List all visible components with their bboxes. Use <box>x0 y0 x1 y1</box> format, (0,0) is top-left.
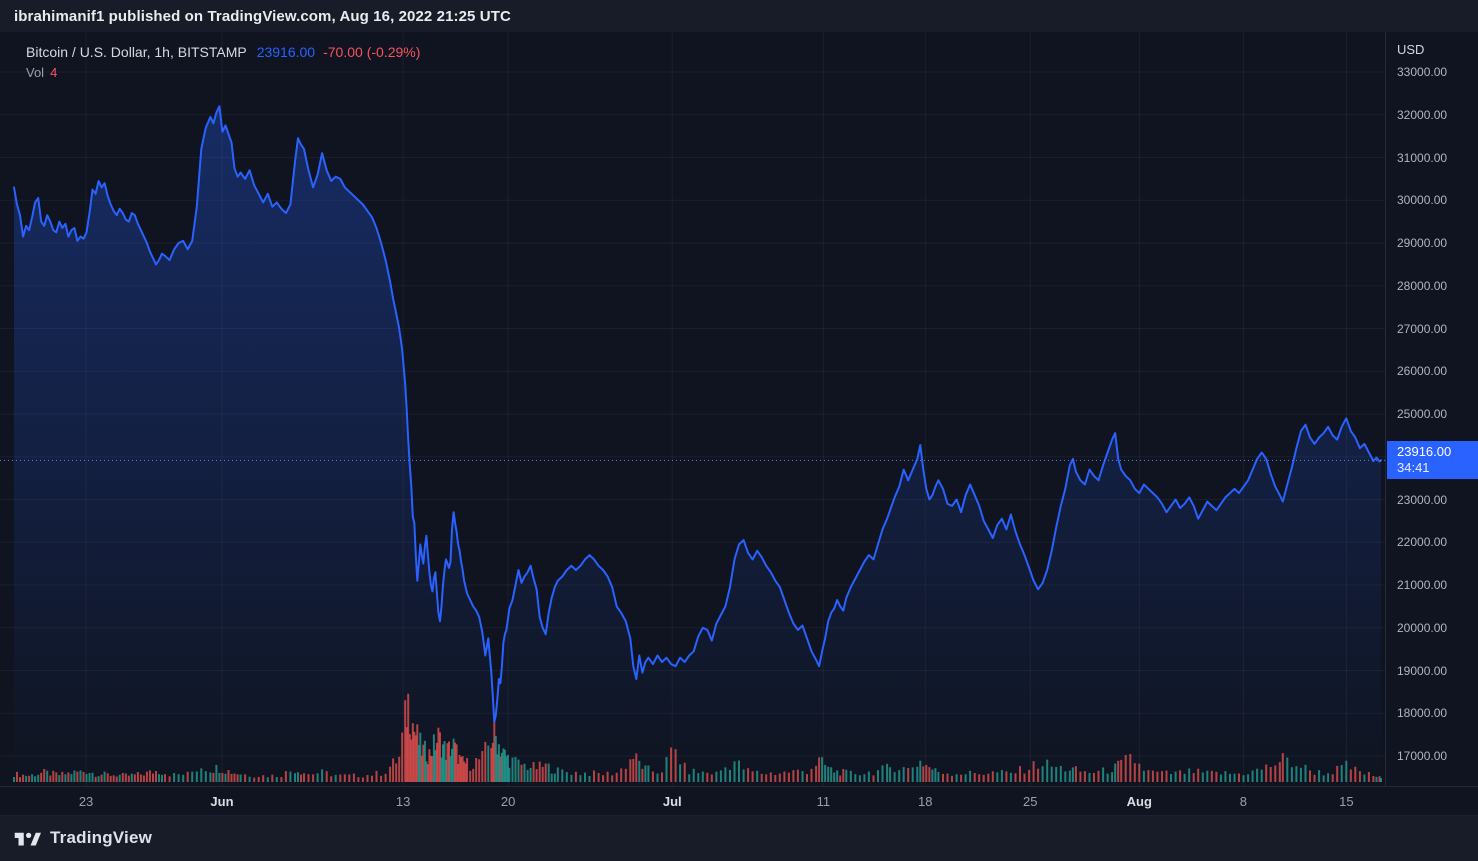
badge-countdown: 34:41 <box>1397 460 1430 476</box>
price-tick-label: 22000.00 <box>1397 535 1448 550</box>
price-tick-label: 23000.00 <box>1397 492 1448 507</box>
attribution-bar: ibrahimanif1 published on TradingView.co… <box>0 0 1478 32</box>
price-chart-svg[interactable] <box>0 32 1385 786</box>
price-tick-label: 18000.00 <box>1397 706 1448 721</box>
price-tick-label: 26000.00 <box>1397 364 1448 379</box>
attribution-text: ibrahimanif1 published on TradingView.co… <box>14 7 511 25</box>
time-tick-label: 8 <box>1239 794 1248 809</box>
time-tick-label: Aug <box>1126 794 1152 809</box>
time-tick-label: Jun <box>210 794 234 809</box>
time-axis[interactable]: 23 Jun 13 20 Jul 11 18 25 Aug 8 15 <box>0 786 1478 816</box>
price-tick-label: 28000.00 <box>1397 278 1448 293</box>
price-tick-label: 33000.00 <box>1397 65 1448 79</box>
time-tick-label: 23 <box>78 794 94 809</box>
price-tick-label: 27000.00 <box>1397 321 1448 336</box>
volume-bars <box>13 693 1382 782</box>
current-price-badge: 23916.00 34:41 <box>1387 441 1478 480</box>
price-tick-label: 31000.00 <box>1397 150 1448 165</box>
price-tick-label: 29000.00 <box>1397 236 1448 250</box>
time-tick-label: 11 <box>816 794 831 809</box>
badge-price: 23916.00 <box>1397 444 1452 460</box>
price-area-fill <box>14 106 1381 786</box>
price-axis[interactable]: USD 23916.00 34:41 33000.00 32000.00 31000… <box>1385 32 1478 786</box>
axis-currency-label: USD <box>1397 42 1425 57</box>
price-tick-label: 19000.00 <box>1397 663 1448 678</box>
time-tick-label: 20 <box>500 794 516 809</box>
tradingview-logo-icon[interactable] <box>14 828 41 848</box>
footer-bar: TradingView <box>0 816 1478 859</box>
time-tick-label: 13 <box>395 794 411 809</box>
chart-area: Bitcoin / U.S. Dollar, 1h, BITSTAMP 23916… <box>0 32 1478 786</box>
time-tick-label: 25 <box>1023 794 1038 809</box>
time-tick-label: 18 <box>918 794 933 809</box>
price-tick-label: 21000.00 <box>1397 578 1448 592</box>
tradingview-brand[interactable]: TradingView <box>50 827 153 847</box>
price-tick-label: 20000.00 <box>1397 620 1448 635</box>
time-tick-label: 15 <box>1339 794 1354 809</box>
price-tick-label: 32000.00 <box>1397 107 1448 122</box>
price-tick-label: 30000.00 <box>1397 193 1448 208</box>
price-line <box>13 105 1382 723</box>
time-tick-label: Jul <box>662 794 682 809</box>
price-tick-label: 25000.00 <box>1397 407 1448 421</box>
chart-canvas[interactable]: Bitcoin / U.S. Dollar, 1h, BITSTAMP 23916… <box>0 32 1385 786</box>
price-tick-label: 17000.00 <box>1397 749 1448 763</box>
